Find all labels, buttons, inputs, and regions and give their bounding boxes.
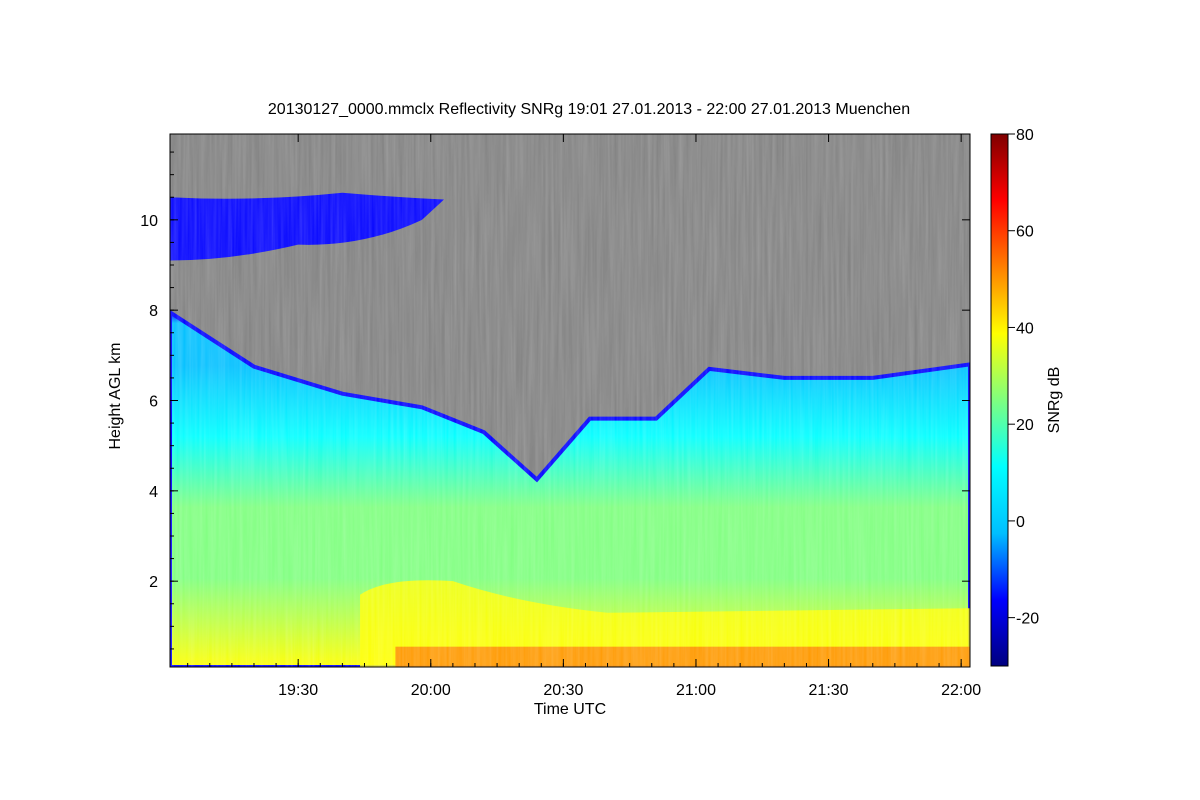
plot-area [170, 134, 970, 667]
texture-overlay [170, 134, 970, 667]
colorbar: -20 0 20 40 60 80 [990, 127, 1039, 667]
y-tick-label: 8 [149, 303, 158, 320]
colorbar-tick-label: 80 [1016, 127, 1034, 144]
colorbar-tick-label: 60 [1016, 224, 1034, 241]
colorbar-tick-label: 40 [1016, 320, 1034, 337]
x-axis: 19:30 20:00 20:30 21:00 21:30 22:00 [187, 134, 981, 699]
x-tick-label: 19:30 [278, 682, 318, 699]
x-axis-label: Time UTC [534, 701, 606, 718]
colorbar-tick-label: 20 [1016, 417, 1034, 434]
colorbar-tick-label: -20 [1016, 611, 1039, 628]
y-tick-label: 4 [149, 484, 158, 501]
x-tick-label: 20:00 [411, 682, 451, 699]
cloud-layers [170, 134, 970, 667]
y-axis: 2 4 6 8 10 [140, 151, 970, 650]
chart-title: 20130127_0000.mmclx Reflectivity SNRg 19… [268, 101, 910, 118]
x-tick-label: 21:00 [676, 682, 716, 699]
y-tick-label: 2 [149, 574, 158, 591]
y-tick-label: 6 [149, 394, 158, 411]
x-tick-label: 20:30 [543, 682, 583, 699]
colorbar-fill [990, 133, 1009, 667]
x-tick-label: 22:00 [941, 682, 981, 699]
colorbar-tick-label: 0 [1016, 514, 1025, 531]
colorbar-label: SNRg dB [1046, 367, 1063, 434]
y-tick-label: 10 [140, 213, 158, 230]
x-tick-label: 21:30 [809, 682, 849, 699]
y-axis-label: Height AGL km [107, 342, 124, 449]
